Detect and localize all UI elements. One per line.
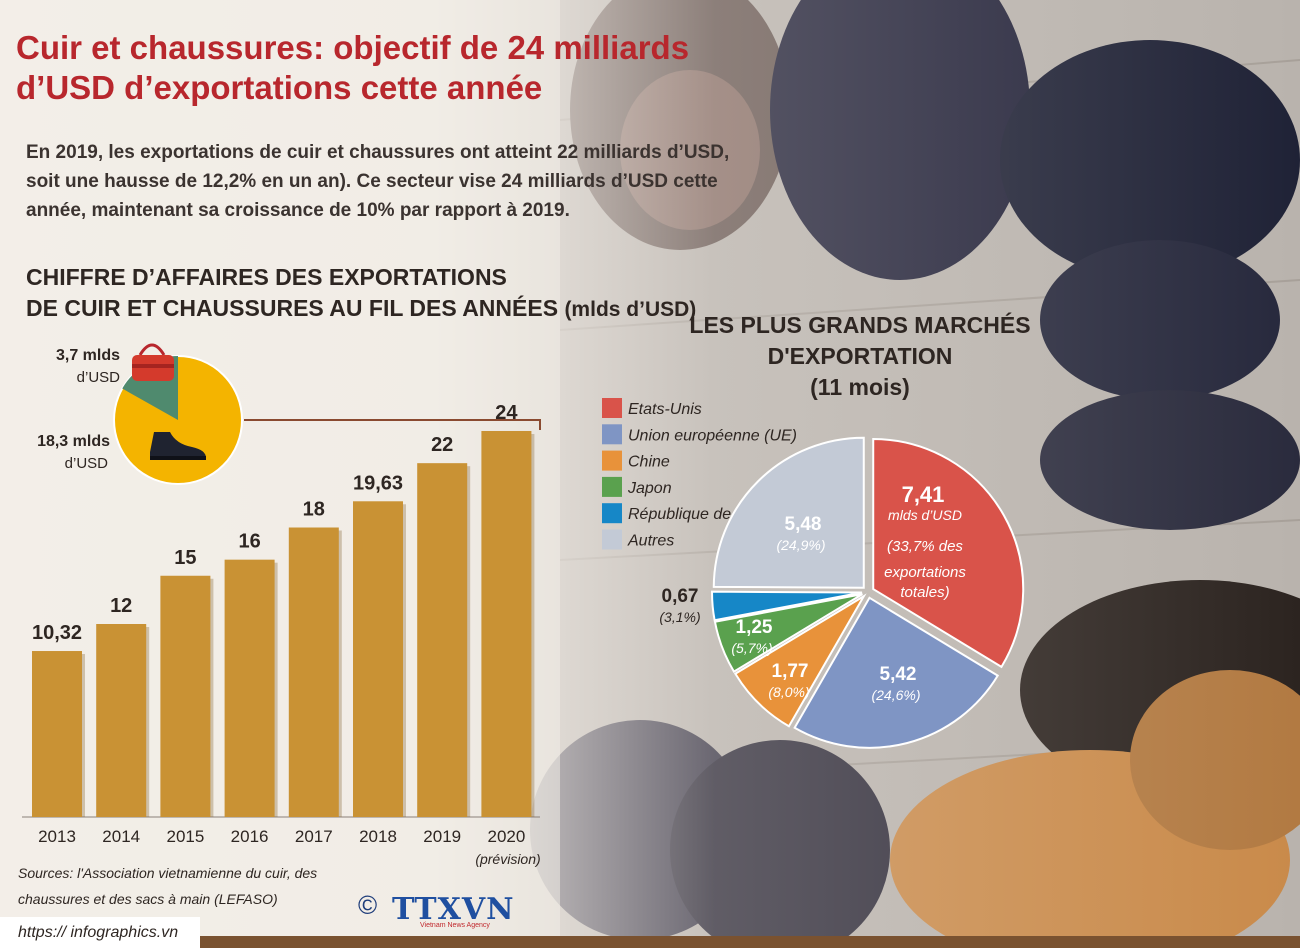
pie-slice (793, 596, 1000, 749)
bar-2013 (32, 651, 82, 817)
ttxvn-logo-subtitle: Vietnam News Agency (420, 922, 490, 929)
year-label: 2014 (102, 827, 140, 846)
legend-label: Chine (628, 454, 670, 471)
pie-chart-title-line3: (11 mois) (810, 374, 910, 400)
legend-swatch (602, 398, 622, 418)
legend-label: Autres (627, 533, 674, 550)
intro-text: En 2019, les exportations de cuir et cha… (26, 142, 730, 221)
year-label: 2013 (38, 827, 76, 846)
bar-value-label: 12 (110, 595, 132, 617)
bar-value-label: 18 (303, 499, 325, 521)
connector-line (244, 419, 541, 430)
pie-slice-value-label: 0,67 (662, 586, 699, 607)
pie-slice-value-label: 5,42 (880, 664, 917, 685)
pie-chart-title-line1: LES PLUS GRANDS MARCHÉS (689, 312, 1031, 338)
pie-slice-percent-label: (8,0%) (768, 684, 809, 700)
pie-chart-title-line2: D'EXPORTATION (767, 343, 953, 369)
bar-chart-title: CHIFFRE D’AFFAIRES DES EXPORTATIONS DE C… (26, 262, 696, 325)
sources: Sources: l'Association vietnamienne du c… (18, 860, 358, 912)
year-label: 2019 (423, 827, 461, 846)
legend-swatch (602, 476, 622, 497)
pie-slice-percent-label: (24,9%) (776, 537, 825, 553)
pie-slice (712, 436, 865, 589)
pie-us-note-line2: exportations (884, 564, 966, 581)
bar-2015 (160, 575, 211, 817)
year-label: 2015 (166, 827, 204, 846)
bar-chart-title-line2-text: DE CUIR ET CHAUSSURES AU FIL DES ANNÉES (26, 295, 559, 321)
year-label: 2016 (231, 827, 269, 846)
year-label: 2017 (295, 827, 333, 846)
pie-slice (711, 590, 863, 622)
year-label: 2020 (487, 827, 525, 846)
pie-slice-value-label: 1,77 (772, 661, 809, 682)
legend-swatch (602, 424, 622, 445)
pie-us-unit: mlds d’USD (888, 507, 962, 523)
pie-slice-percent-label: (24,6%) (871, 687, 920, 703)
pie-chart: 7,41 5,42 (24,6%) 1,77 (8,0%) 1,25 (5,7%) 0,67 (… (659, 436, 1025, 749)
mini-pie-bags-unit: d’USD (77, 369, 121, 386)
legend-label: Japon (627, 480, 672, 497)
bar-value-label: 15 (174, 547, 196, 569)
handbag-icon (132, 343, 174, 381)
shoe-icon (150, 432, 206, 460)
bar-chart-title-line2: DE CUIR ET CHAUSSURES AU FIL DES ANNÉES … (26, 293, 696, 325)
sources-line1: Sources: l'Association vietnamienne du c… (18, 865, 318, 881)
year-label: 2018 (359, 827, 397, 846)
pie-slice-value-label: 7,41 (902, 482, 945, 507)
bar-chart-unit: (mlds d’USD) (564, 298, 697, 321)
pie-slice-value-label: 1,25 (736, 617, 773, 638)
bar-2018 (353, 501, 403, 817)
legend-label: Union européenne (UE) (628, 427, 797, 444)
bar-value-label: 24 (495, 402, 518, 424)
bar-value-label: 16 (238, 531, 260, 553)
legend-swatch (602, 450, 622, 471)
legend-swatch (602, 529, 622, 550)
bar-chart: 10,32 2013 12 2014 15 2015 16 2016 18 2017 19,63 20… (32, 402, 535, 846)
footer-bar (0, 936, 1300, 948)
forecast-note: (prévision) (475, 851, 540, 867)
bar-2014 (96, 624, 147, 817)
bar-chart-title-line1: CHIFFRE D’AFFAIRES DES EXPORTATIONS (26, 264, 507, 290)
pie-us-note-line1: (33,7% des (887, 538, 963, 555)
pie-slice-percent-label: (5,7%) (731, 640, 772, 656)
legend-swatch (602, 503, 622, 524)
bar-2017 (288, 527, 339, 817)
bar-2016 (224, 559, 275, 817)
pie-slice-value-label: 5,48 (785, 514, 822, 535)
page-title: Cuir et chaussures: objectif de 24 milli… (16, 29, 690, 106)
copyright-symbol: © (358, 890, 378, 920)
pie-chart-title: LES PLUS GRANDS MARCHÉS D'EXPORTATION (1… (680, 310, 1040, 403)
pie-slice (872, 438, 1025, 669)
mini-pie-shoes-unit: d’USD (65, 455, 109, 472)
pie-slice (733, 593, 867, 728)
pie-slice-percent-label: (3,1%) (659, 609, 700, 625)
bar-2020 (481, 431, 532, 817)
bar-value-label: 22 (431, 434, 453, 456)
source-url[interactable]: https:// infographics.vn (0, 917, 200, 948)
legend-label: Etats-Unis (628, 401, 702, 418)
bar-2019 (417, 463, 468, 817)
ttxvn-logo: TTXVN (392, 892, 515, 927)
bar-value-label: 10,32 (32, 622, 82, 644)
pie-us-note-line3: totales) (900, 584, 949, 601)
bar-value-label: 19,63 (353, 472, 403, 494)
mini-pie-shoes-value: 18,3 mlds (37, 433, 110, 450)
pie-slice (713, 593, 863, 673)
mini-pie-bags-value: 3,7 mlds (56, 347, 120, 364)
sources-line2: chaussures et des sacs à main (LEFASO) (18, 891, 278, 907)
